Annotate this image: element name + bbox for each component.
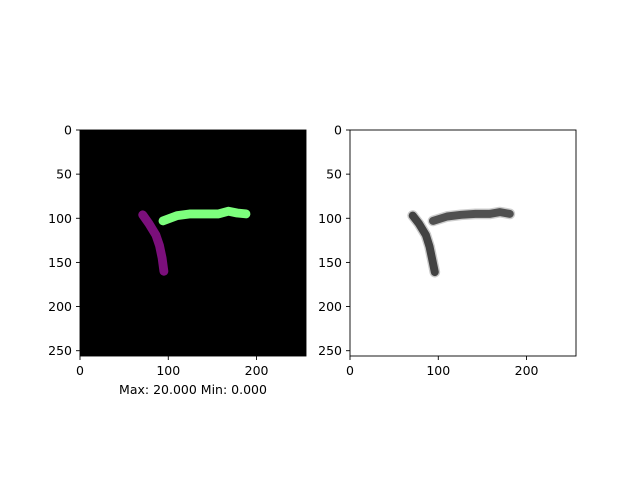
label-map-y-tick-label-50: 50 — [56, 167, 72, 182]
grayscale-y-tick-label-200: 200 — [318, 299, 342, 314]
label-map-stroke-1 — [138, 210, 169, 276]
label-map-background — [80, 130, 306, 356]
grayscale-x-tick-label-200: 200 — [515, 363, 539, 378]
label-map-y-tick-label-0: 0 — [64, 123, 72, 138]
grayscale-background — [350, 130, 576, 356]
value-range-caption: Max: 20.000 Min: 0.000 — [119, 382, 267, 397]
grayscale-x-tick-label-100: 100 — [426, 363, 450, 378]
label-map-panel: 0 100 200 0 50 100 150 200 250 — [48, 123, 307, 378]
label-map-axes-frame — [79, 129, 307, 357]
grayscale-axes-frame — [349, 129, 577, 357]
label-map-y-tick-label-200: 200 — [48, 299, 72, 314]
label-map-y-tick-label-150: 150 — [48, 255, 72, 270]
label-map-y-tick-label-100: 100 — [48, 211, 72, 226]
label-map-y-tick-label-250: 250 — [48, 343, 72, 358]
grayscale-x-tick-label-0: 0 — [346, 363, 354, 378]
grayscale-y-tick-label-250: 250 — [318, 343, 342, 358]
label-map-x-tick-label-100: 100 — [156, 363, 180, 378]
grayscale-y-tick-label-100: 100 — [318, 211, 342, 226]
label-map-stroke-2 — [158, 206, 251, 226]
grayscale-y-tick-label-150: 150 — [318, 255, 342, 270]
label-map-x-tick-label-0: 0 — [76, 363, 84, 378]
grayscale-stroke-1 — [408, 211, 439, 277]
grayscale-y-tick-label-0: 0 — [334, 123, 342, 138]
grayscale-image-panel: 0 100 200 0 50 100 150 200 250 — [318, 123, 577, 378]
grayscale-stroke-2 — [429, 208, 514, 225]
grayscale-y-tick-label-50: 50 — [326, 167, 342, 182]
label-map-x-tick-label-200: 200 — [245, 363, 269, 378]
